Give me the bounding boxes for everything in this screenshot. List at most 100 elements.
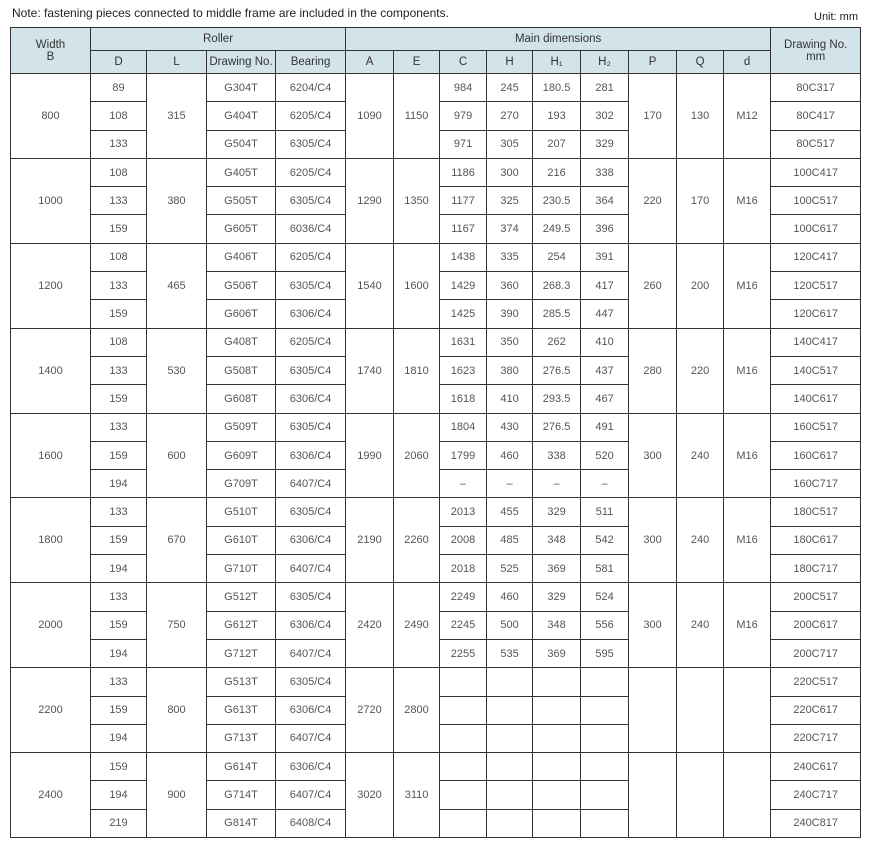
dim-c-cell: 1631 xyxy=(439,327,488,357)
dim-c-cell xyxy=(439,752,488,782)
width-cell: 2400 xyxy=(10,752,91,839)
dim-h1-cell: 216 xyxy=(532,157,582,188)
roller-drawing-no-cell: G510T xyxy=(206,497,276,527)
roller-d-cell: 159 xyxy=(90,752,147,782)
dim-h1-cell: 293.5 xyxy=(532,384,582,414)
dim-h-cell xyxy=(486,808,534,839)
header-roller: Roller xyxy=(89,27,347,51)
bearing-cell: 6205/C4 xyxy=(274,157,347,188)
bearing-cell: 6205/C4 xyxy=(274,101,347,131)
dim-h2-cell: 447 xyxy=(580,299,630,329)
roller-d-cell: 133 xyxy=(90,355,147,386)
dim-h1-cell: 348 xyxy=(532,525,582,556)
drawing-no-mm-cell: 220C517 xyxy=(770,667,862,697)
dim-h-cell xyxy=(486,695,534,725)
drawing-no-mm-cell: 100C417 xyxy=(770,157,862,188)
table-row: 2200 133 800 G513T 6305/C4 2720 2800 220C517 xyxy=(10,667,862,754)
dim-h1-cell: 276.5 xyxy=(532,412,582,442)
dim-h2-cell: 520 xyxy=(580,440,630,471)
dim-p-cell: 170 xyxy=(628,73,678,159)
bearing-cell: 6407/C4 xyxy=(274,554,347,584)
roller-d-cell: 133 xyxy=(90,582,147,612)
dim-h1-cell xyxy=(532,667,582,697)
dim-h2-cell: 396 xyxy=(580,214,630,244)
roller-drawing-no-cell: G712T xyxy=(206,638,276,669)
dim-h-cell: 410 xyxy=(486,384,534,414)
roller-d-cell: 159 xyxy=(90,610,147,640)
roller-d-cell: 108 xyxy=(90,157,147,188)
table-row: 1600 133 600 G509T 6305/C4 1990 2060 1804 430 276… xyxy=(10,412,862,499)
header-main-dimensions: Main dimensions xyxy=(345,27,772,51)
dim-q-cell: 130 xyxy=(676,73,725,159)
table-row: 1800 133 670 G510T 6305/C4 2190 2260 2013 455 329… xyxy=(10,497,862,584)
drawing-no-mm-cell: 140C517 xyxy=(770,355,862,386)
bearing-cell: 6305/C4 xyxy=(274,271,347,301)
drawing-no-mm-cell: 140C617 xyxy=(770,384,862,414)
width-cell: 1400 xyxy=(10,327,91,414)
drawing-no-mm-cell: 200C717 xyxy=(770,638,862,669)
dim-a-cell: 2420 xyxy=(345,582,395,669)
dim-p-cell: 220 xyxy=(628,157,678,244)
width-cell: 800 xyxy=(10,73,91,159)
roller-drawing-no-cell: G710T xyxy=(206,554,276,584)
dim-e-cell: 2490 xyxy=(393,582,441,669)
dim-q-cell: 220 xyxy=(676,327,725,414)
dim-h1-cell: 276.5 xyxy=(532,355,582,386)
dim-h2-cell: 467 xyxy=(580,384,630,414)
dim-p-cell: 280 xyxy=(628,327,678,414)
header-col-0: D xyxy=(90,50,147,74)
roller-d-cell: 219 xyxy=(90,808,147,839)
drawing-no-mm-cell: 200C517 xyxy=(770,582,862,612)
dim-h2-cell: – xyxy=(580,469,630,499)
dim-q-cell: 240 xyxy=(676,497,725,584)
roller-drawing-no-cell: G713T xyxy=(206,723,276,754)
bearing-cell: 6305/C4 xyxy=(274,582,347,612)
dim-h2-cell xyxy=(580,667,630,697)
roller-l-cell: 900 xyxy=(146,752,207,839)
roller-drawing-no-cell: G513T xyxy=(206,667,276,697)
drawing-no-mm-cell: 80C317 xyxy=(770,72,862,103)
bearing-cell: 6306/C4 xyxy=(274,384,347,414)
header-col-11: Q xyxy=(676,50,725,74)
dim-q-cell: 240 xyxy=(676,412,725,499)
table-row: 219 G814T 6408/C4 240C817 xyxy=(11,808,862,839)
dim-e-cell: 3110 xyxy=(393,752,441,839)
dim-q-cell: 170 xyxy=(676,157,725,244)
dim-h1-cell: 207 xyxy=(532,129,582,159)
header-col-5: E xyxy=(393,50,441,74)
dim-h2-cell: 338 xyxy=(580,157,630,188)
roller-drawing-no-cell: G608T xyxy=(206,384,276,414)
dim-e-cell: 1150 xyxy=(393,73,441,159)
dim-h2-cell: 581 xyxy=(580,554,630,584)
dim-h1-cell: 268.3 xyxy=(532,271,582,301)
dim-h1-cell xyxy=(532,808,582,839)
width-cell: 1600 xyxy=(10,412,91,499)
dim-h2-cell: 524 xyxy=(580,582,630,612)
roller-d-cell: 133 xyxy=(90,497,147,527)
header-col-10: P xyxy=(628,50,678,74)
table-row: 159 G610T 6306/C4 2008 485 348 542 180C617 xyxy=(11,525,862,556)
dim-q-cell: 240 xyxy=(676,582,725,669)
table-row: 194 G709T 6407/C4– – – –160C717 xyxy=(11,469,862,499)
width-cell: 2000 xyxy=(10,582,91,669)
header-col-1: L xyxy=(146,50,207,74)
dim-h1-cell: 254 xyxy=(532,242,582,273)
bearing-cell: 6205/C4 xyxy=(274,327,347,357)
header-width-label: Width xyxy=(35,38,66,51)
bearing-cell: 6305/C4 xyxy=(274,667,347,697)
dim-a-cell: 1990 xyxy=(345,412,395,499)
roller-l-cell: 315 xyxy=(146,73,207,159)
dim-a-cell: 2190 xyxy=(345,497,395,584)
dim-h2-cell xyxy=(580,808,630,839)
drawing-no-mm-cell: 180C517 xyxy=(770,497,862,527)
dim-h1-cell xyxy=(532,780,582,810)
drawing-no-mm-cell: 80C417 xyxy=(770,101,862,131)
dim-c-cell: 984 xyxy=(439,72,488,103)
header-col-7: H xyxy=(486,50,534,74)
dim-h1-cell: 369 xyxy=(532,638,582,669)
dim-c-cell: 2008 xyxy=(439,525,488,556)
dim-h-cell: 360 xyxy=(486,271,534,301)
dim-h1-cell: 348 xyxy=(532,610,582,640)
dim-c-cell: – xyxy=(439,469,488,499)
dim-h1-cell: 230.5 xyxy=(532,186,582,216)
